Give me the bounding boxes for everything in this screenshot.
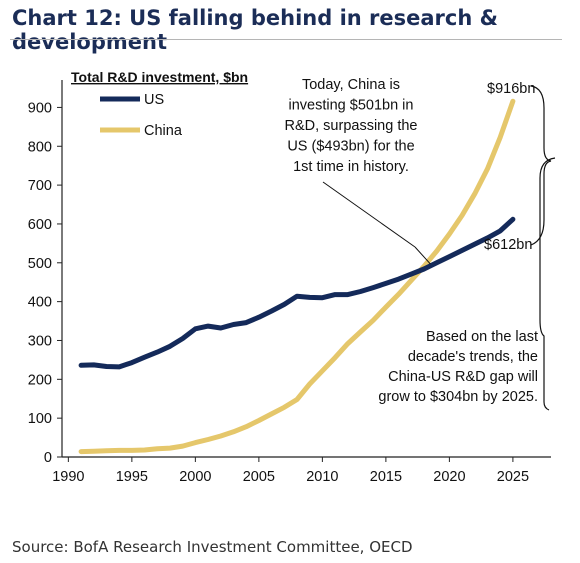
gap-brace xyxy=(530,85,552,246)
x-tick-label: 2005 xyxy=(243,469,275,485)
y-tick-label: 200 xyxy=(28,372,52,388)
projection-note-line: China-US R&D gap will xyxy=(388,369,538,385)
crossover-note-line: R&D, surpassing the xyxy=(285,118,418,134)
x-tick-label: 2000 xyxy=(179,469,211,485)
crossover-note-line: US ($493bn) for the xyxy=(287,139,414,155)
legend: Total R&D investment, $bn US China xyxy=(71,69,248,139)
label-us-2025: $612bn xyxy=(484,237,532,253)
x-tick-label: 2020 xyxy=(433,469,465,485)
y-tick-label: 800 xyxy=(28,139,52,155)
legend-label-us: US xyxy=(144,92,164,108)
x-tick-label: 2015 xyxy=(370,469,402,485)
label-china-2025: $916bn xyxy=(487,81,535,97)
legend-label-china: China xyxy=(144,123,183,139)
series-line-us xyxy=(78,216,516,370)
title-divider xyxy=(10,39,562,40)
x-tick-label: 2010 xyxy=(306,469,338,485)
crossover-note-line: Today, China is xyxy=(302,77,400,93)
x-tick-label: 1990 xyxy=(52,469,84,485)
projection-bracket xyxy=(539,157,556,411)
x-tick-label: 1995 xyxy=(116,469,148,485)
y-tick-label: 300 xyxy=(28,333,52,349)
series-lines xyxy=(78,98,516,455)
annotations: Today, China is investing $501bn in R&D, s… xyxy=(285,77,556,411)
series-line-china xyxy=(78,98,516,455)
y-tick-label: 100 xyxy=(28,411,52,427)
y-tick-label: 500 xyxy=(28,256,52,272)
x-tick-label: 2025 xyxy=(497,469,529,485)
legend-title: Total R&D investment, $bn xyxy=(71,69,248,85)
y-tick-label: 900 xyxy=(28,100,52,116)
chart-axes xyxy=(57,80,551,462)
projection-note-line: Based on the last xyxy=(426,329,538,345)
crossover-note-line: 1st time in history. xyxy=(293,159,409,175)
projection-note-line: grow to $304bn by 2025. xyxy=(378,389,538,405)
crossover-pointer-end xyxy=(414,246,431,265)
crossover-pointer xyxy=(322,181,416,248)
y-tick-label: 700 xyxy=(28,178,52,194)
tick-labels: 0 100 200 300 400 500 600 700 800 900 1990 1995 2000… xyxy=(28,100,529,485)
source-note: Source: BofA Research Investment Committ… xyxy=(12,538,413,556)
page-title: Chart 12: US falling behind in research … xyxy=(12,6,498,54)
projection-note-line: decade's trends, the xyxy=(408,349,538,365)
y-tick-label: 0 xyxy=(44,450,52,466)
crossover-note-line: investing $501bn in xyxy=(289,98,414,114)
y-tick-label: 400 xyxy=(28,295,52,311)
y-tick-label: 600 xyxy=(28,217,52,233)
